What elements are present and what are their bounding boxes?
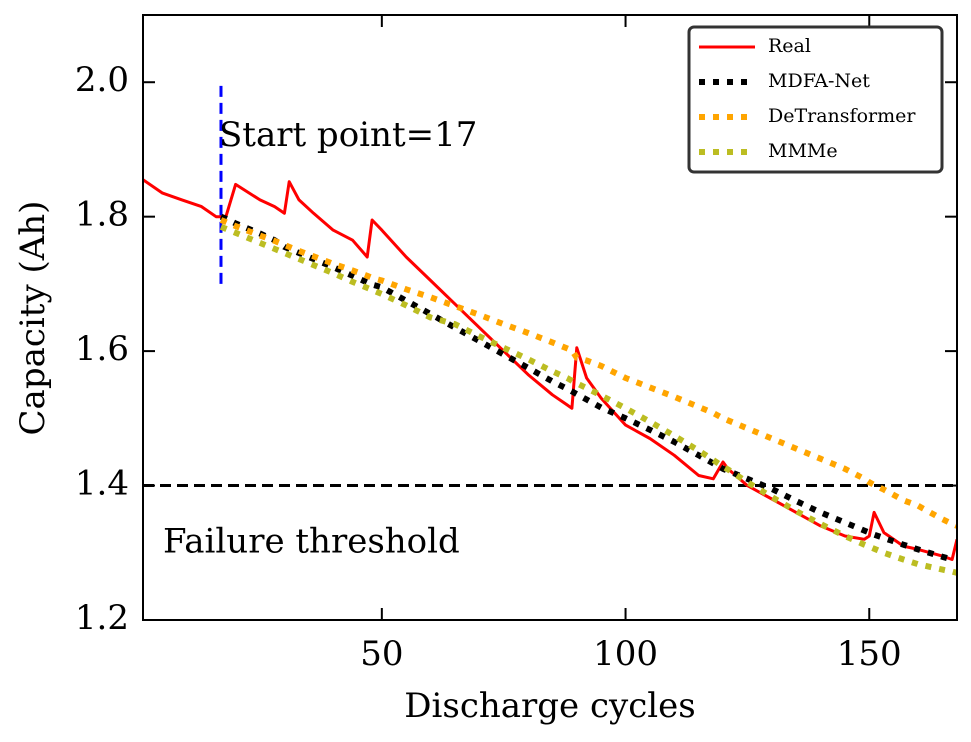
x-tick-label: 100 bbox=[593, 634, 658, 674]
plot-frame bbox=[142, 14, 958, 621]
series-line bbox=[219, 217, 957, 529]
y-tick-label: 1.2 bbox=[75, 598, 129, 638]
legend-label: MMMe bbox=[768, 140, 838, 162]
x-axis-label: Discharge cycles bbox=[404, 686, 695, 726]
series-line bbox=[219, 213, 953, 563]
series-line bbox=[143, 178, 957, 561]
legend-label: DeTransformer bbox=[768, 105, 916, 127]
legend: Real MDFA-Net DeTransformer MMMe bbox=[687, 25, 944, 174]
legend-box bbox=[687, 25, 944, 174]
threshold-label: Failure threshold bbox=[163, 522, 460, 562]
plot-area bbox=[143, 82, 957, 576]
y-tick-label: 1.4 bbox=[75, 464, 129, 504]
y-tick-label: 1.8 bbox=[75, 195, 129, 235]
legend-label: Real bbox=[768, 35, 811, 57]
x-tick-label: 50 bbox=[360, 634, 403, 674]
y-tick-label: 1.6 bbox=[75, 329, 129, 369]
start-label: Start point=17 bbox=[219, 115, 477, 155]
x-tick-label: 150 bbox=[837, 634, 902, 674]
legend-label: MDFA-Net bbox=[768, 70, 870, 92]
y-axis-label: Capacity (Ah) bbox=[13, 201, 53, 436]
y-tick-label: 2.0 bbox=[75, 60, 129, 100]
